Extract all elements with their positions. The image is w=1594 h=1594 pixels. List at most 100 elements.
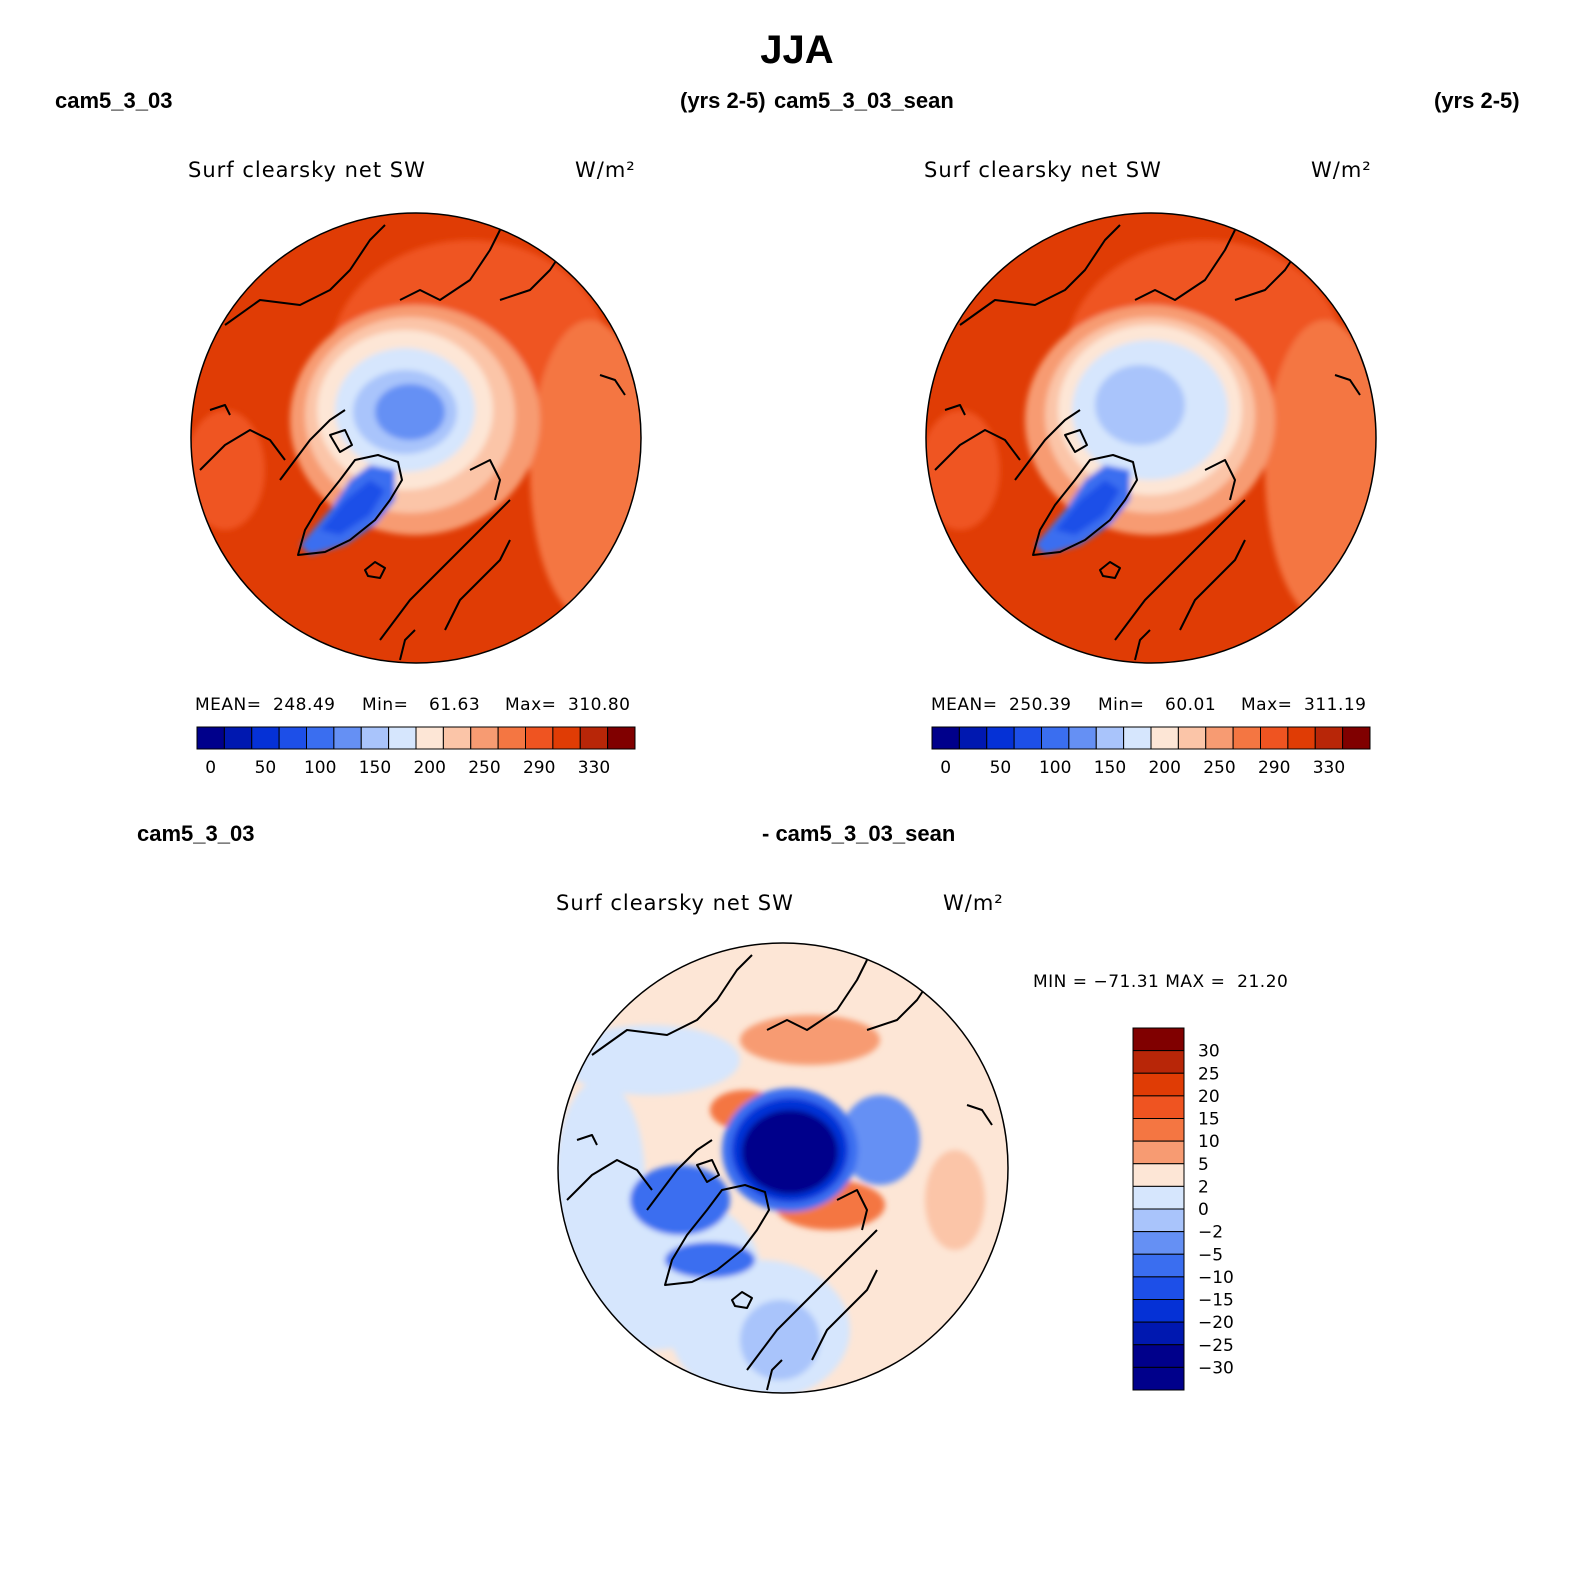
panel1-colorbar-tick-label: 200 [413, 758, 445, 778]
panel1-field-title: Surf clearsky net SW [188, 158, 426, 182]
panel2-colorbar-tick-label: 200 [1148, 758, 1180, 778]
panel1-colorbar-swatch [360, 726, 390, 750]
panel3-colorbar-tick-label: −15 [1198, 1291, 1234, 1311]
top-right-case-label: cam5_3_03_sean [774, 88, 954, 113]
panel2-colorbar-tick-label: 250 [1203, 758, 1235, 778]
panel1-polar-map [190, 212, 642, 664]
panel3-colorbar-tick-label: 20 [1198, 1087, 1220, 1107]
panel2-colorbar-swatch [1232, 726, 1261, 750]
panel1-colorbar-swatch [607, 726, 636, 750]
figure-title: JJA [760, 28, 834, 72]
panel1-min-label: Min= [362, 695, 409, 715]
panel3-colorbar-swatch [1132, 1095, 1185, 1119]
panel3-colorbar-tick-label: 15 [1198, 1110, 1220, 1130]
panel2-colorbar-tick-label: 50 [990, 758, 1012, 778]
bottom-case-b-label: - cam5_3_03_sean [762, 821, 956, 846]
panel2-max-value: 311.19 [1304, 695, 1367, 715]
panel1-colorbar-tick-label: 0 [205, 758, 216, 778]
top-left-years-label: (yrs 2-5) [680, 88, 766, 113]
panel3-colorbar-tick-label: 25 [1198, 1064, 1220, 1084]
panel2-units: W/m² [1311, 158, 1372, 182]
panel3-colorbar-swatch [1132, 1118, 1185, 1142]
panel3-minmax: MIN = −71.31 MAX = 21.20 [1033, 972, 1289, 992]
panel2-colorbar-swatch [1342, 726, 1371, 750]
panel3-colorbar-swatch [1132, 1321, 1185, 1346]
panel2-max-label: Max= [1241, 695, 1293, 715]
panel3-colorbar-swatch [1132, 1366, 1185, 1391]
panel3-colorbar-tick-label: −25 [1198, 1336, 1234, 1356]
panel2-mean-value: 250.39 [1009, 695, 1072, 715]
panel1-min-value: 61.63 [429, 695, 481, 715]
panel1-colorbar-swatch [306, 726, 335, 750]
panel3-colorbar-tick-label: −5 [1198, 1245, 1223, 1265]
panel1-colorbar-swatch [552, 726, 581, 750]
panel3-colorbar-swatch [1132, 1027, 1185, 1052]
panel3-colorbar-tick-label: 10 [1198, 1132, 1220, 1152]
top-right-years-label: (yrs 2-5) [1434, 88, 1520, 113]
panel2-colorbar-swatch [1205, 726, 1234, 750]
panel2-mean-label: MEAN= [931, 695, 998, 715]
panel2-colorbar-tick-label: 150 [1094, 758, 1126, 778]
panel3-field-title: Surf clearsky net SW [556, 891, 794, 915]
panel2-colorbar-swatch [1287, 726, 1316, 750]
panel2-colorbar-swatch [986, 726, 1015, 750]
panel2-colorbar-swatch [931, 726, 960, 750]
panel1-colorbar-swatch [525, 726, 554, 750]
panel2-colorbar-tick-label: 290 [1258, 758, 1290, 778]
panel1-colorbar-swatch [278, 726, 307, 750]
panel1-colorbar-swatch [497, 726, 526, 750]
panel3-colorbar-tick-label: −10 [1198, 1268, 1234, 1288]
panel3-colorbar-swatch [1132, 1299, 1185, 1323]
panel2-min-label: Min= [1098, 695, 1145, 715]
bottom-case-a-label: cam5_3_03 [137, 821, 255, 846]
panel1-colorbar-swatch [333, 726, 362, 750]
panel1-colorbar-swatch [196, 726, 225, 750]
panel1-max-label: Max= [505, 695, 557, 715]
panel1-colorbar-tick-label: 50 [255, 758, 277, 778]
panel2-colorbar-tick-label: 0 [940, 758, 951, 778]
panel3-colorbar-swatch [1132, 1231, 1185, 1255]
panel2-colorbar-swatch [1068, 726, 1097, 750]
panel2-colorbar-tick-label: 330 [1313, 758, 1345, 778]
panel3-colorbar-tick-label: 5 [1198, 1155, 1209, 1175]
panel3-colorbar-swatch [1132, 1050, 1185, 1074]
panel1-colorbar-tick-label: 150 [359, 758, 391, 778]
panel2-polar-map [925, 212, 1377, 664]
panel3-colorbar-swatch [1132, 1072, 1185, 1097]
panel2-colorbar: 0 50 100 150 200 250 290 330 [931, 726, 1371, 778]
panel3-colorbar-swatch [1132, 1208, 1185, 1233]
panel3-units: W/m² [943, 891, 1004, 915]
panel1-units: W/m² [575, 158, 636, 182]
panel3-colorbar-tick-label: 2 [1198, 1177, 1209, 1197]
panel3-colorbar-tick-label: −20 [1198, 1313, 1234, 1333]
top-left-case-label: cam5_3_03 [55, 88, 173, 113]
panel3-polar-map [557, 942, 1009, 1394]
panel1-colorbar-tick-label: 330 [578, 758, 610, 778]
panel2-colorbar-swatch [1095, 726, 1125, 750]
panel2-colorbar-swatch [1150, 726, 1179, 750]
panel1-colorbar-swatch [251, 726, 280, 750]
panel2-colorbar-swatch [1260, 726, 1289, 750]
panel2-colorbar-swatch [1314, 726, 1344, 750]
panel2-colorbar-swatch [1041, 726, 1070, 750]
panel1-colorbar-swatch [388, 726, 417, 750]
panel3-colorbar-swatch [1132, 1163, 1185, 1187]
panel3-colorbar-tick-label: 0 [1198, 1200, 1209, 1220]
panel1-max-value: 310.80 [568, 695, 631, 715]
panel3-colorbar-tick-label: −2 [1198, 1223, 1223, 1243]
panel1-colorbar-swatch [442, 726, 472, 750]
panel2-colorbar-swatch [1177, 726, 1207, 750]
panel3-colorbar-swatch [1132, 1344, 1185, 1368]
panel2-min-value: 60.01 [1165, 695, 1217, 715]
panel2-colorbar-swatch [1013, 726, 1042, 750]
panel2-field-title: Surf clearsky net SW [924, 158, 1162, 182]
panel3-colorbar-tick-label: −30 [1198, 1358, 1234, 1378]
panel3-colorbar-swatch [1132, 1276, 1185, 1300]
panel1-colorbar-swatch [415, 726, 444, 750]
panel1-colorbar-swatch [470, 726, 499, 750]
panel3-colorbar-swatch [1132, 1140, 1185, 1165]
panel2-colorbar-tick-label: 100 [1039, 758, 1071, 778]
panel1-colorbar-swatch [579, 726, 609, 750]
